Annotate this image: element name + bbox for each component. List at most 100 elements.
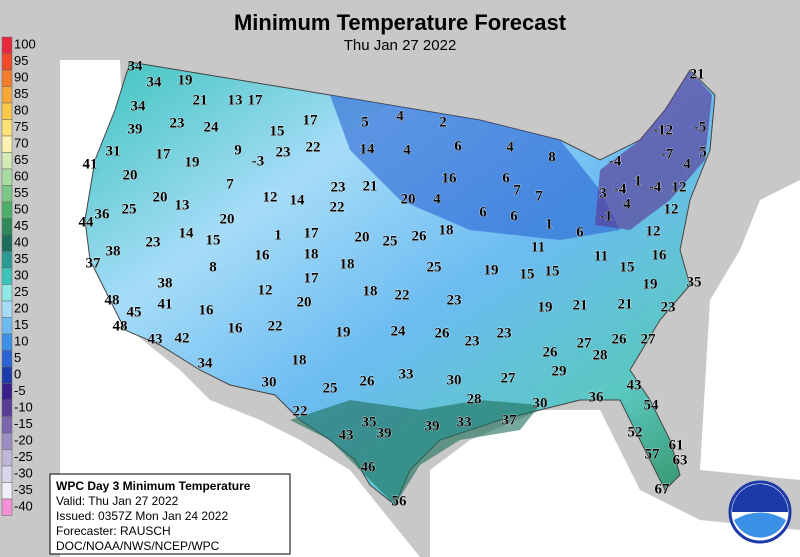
legend-label: 35 xyxy=(14,251,28,266)
station-temp: 23 xyxy=(331,179,346,195)
station-temp: 6 xyxy=(502,170,510,186)
station-temp: 21 xyxy=(573,297,588,313)
legend-swatch xyxy=(1,218,13,236)
station-temp: -12 xyxy=(653,122,673,138)
station-temp: 34 xyxy=(198,355,214,371)
legend-label: 5 xyxy=(14,350,21,365)
station-temp: 41 xyxy=(83,156,98,172)
station-temp: 23 xyxy=(465,333,480,349)
station-temp: 4 xyxy=(433,191,441,207)
station-temp: 57 xyxy=(645,446,661,462)
station-temp: 16 xyxy=(255,247,271,263)
station-temp: 46 xyxy=(361,459,377,475)
legend-label: 45 xyxy=(14,218,28,233)
station-temp: 19 xyxy=(484,262,499,278)
station-temp: 36 xyxy=(589,389,605,405)
station-temp: 12 xyxy=(258,282,273,298)
station-temp: 7 xyxy=(535,188,543,204)
station-temp: 35 xyxy=(687,274,702,290)
station-temp: 15 xyxy=(520,266,535,282)
station-temp: 22 xyxy=(306,139,321,155)
legend-swatch xyxy=(1,185,13,203)
station-temp: 41 xyxy=(158,296,173,312)
station-temp: 14 xyxy=(290,192,306,208)
station-temp: 6 xyxy=(454,138,462,154)
station-temp: 15 xyxy=(206,232,221,248)
station-temp: 26 xyxy=(360,373,376,389)
title: Minimum Temperature Forecast xyxy=(234,10,567,35)
station-temp: -4 xyxy=(614,181,627,197)
legend-swatch xyxy=(1,317,13,335)
legend-swatch xyxy=(1,399,13,417)
legend-label: -15 xyxy=(14,416,33,431)
station-temp: 20 xyxy=(153,189,168,205)
station-temp: 34 xyxy=(147,74,163,90)
station-temp: 28 xyxy=(467,391,482,407)
station-temp: 48 xyxy=(105,292,120,308)
station-temp: 45 xyxy=(127,304,142,320)
station-temp: 16 xyxy=(442,170,458,186)
station-temp: 31 xyxy=(106,143,121,159)
noaa-logo xyxy=(728,480,792,544)
station-temp: 25 xyxy=(427,259,442,275)
station-temp: 20 xyxy=(401,191,416,207)
station-temp: 43 xyxy=(627,377,642,393)
station-temp: 39 xyxy=(425,418,440,434)
station-temp: 20 xyxy=(123,167,138,183)
station-temp: 18 xyxy=(439,222,454,238)
station-temp: 30 xyxy=(447,372,462,388)
legend-swatch xyxy=(1,135,13,153)
legend-swatch xyxy=(1,350,13,368)
legend-swatch xyxy=(1,86,13,104)
station-temp: 15 xyxy=(545,263,560,279)
legend-label: 100 xyxy=(14,37,36,52)
station-temp: 4 xyxy=(683,156,691,172)
station-temp: 21 xyxy=(618,296,633,312)
legend-label: 80 xyxy=(14,103,28,118)
station-temp: 36 xyxy=(95,206,111,222)
station-temp: 16 xyxy=(228,320,244,336)
station-temp: 12 xyxy=(664,201,679,217)
legend-label: 65 xyxy=(14,152,28,167)
station-temp: 16 xyxy=(652,247,668,263)
legend-swatch xyxy=(1,251,13,269)
station-temp: 39 xyxy=(128,121,143,137)
station-temp: -5 xyxy=(694,119,707,135)
legend-label: 90 xyxy=(14,70,28,85)
station-temp: 6 xyxy=(576,224,584,240)
pacific-ocean xyxy=(60,60,420,557)
legend-label: 75 xyxy=(14,119,28,134)
station-temp: 14 xyxy=(360,141,376,157)
station-temp: 34 xyxy=(128,58,144,74)
station-temp: 17 xyxy=(248,92,264,108)
station-temp: 12 xyxy=(263,189,278,205)
station-temp: -3 xyxy=(252,153,265,169)
station-temp: 38 xyxy=(106,243,121,259)
station-temp: 1 xyxy=(274,227,282,243)
station-temp: 7 xyxy=(226,176,234,192)
station-temp: 26 xyxy=(543,344,559,360)
station-temp: 37 xyxy=(86,255,102,271)
station-temp: 18 xyxy=(292,352,307,368)
station-temp: 15 xyxy=(270,123,285,139)
station-temp: 26 xyxy=(612,331,628,347)
station-temp: 2 xyxy=(439,114,447,130)
station-temp: 43 xyxy=(148,331,163,347)
station-temp: 17 xyxy=(304,225,320,241)
legend: 1009590858075706560555045403530252015105… xyxy=(1,37,36,516)
station-temp: 24 xyxy=(391,323,407,339)
legend-swatch xyxy=(1,201,13,219)
station-temp: 61 xyxy=(669,437,684,453)
legend-label: 40 xyxy=(14,235,28,250)
atlantic xyxy=(700,180,800,480)
legend-swatch xyxy=(1,416,13,434)
legend-swatch xyxy=(1,482,13,500)
station-temp: 17 xyxy=(156,146,172,162)
legend-swatch xyxy=(1,333,13,351)
station-temp: 38 xyxy=(158,275,173,291)
station-temp: 28 xyxy=(593,347,608,363)
station-temp: 20 xyxy=(220,211,235,227)
station-temp: 18 xyxy=(340,256,355,272)
station-temp: 44 xyxy=(79,214,95,230)
